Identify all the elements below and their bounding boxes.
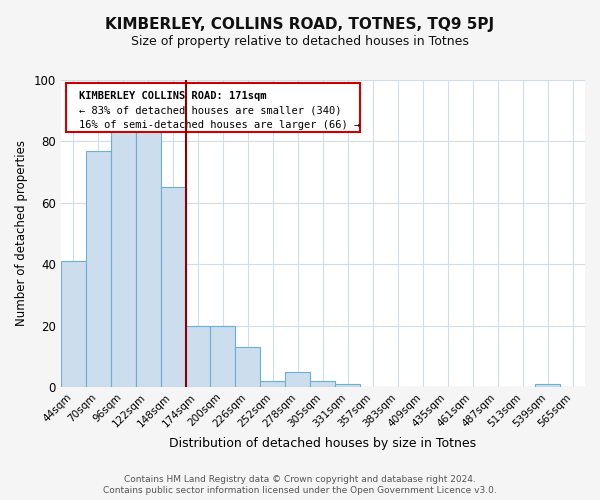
Bar [136, 129, 161, 387]
Bar [61, 261, 86, 387]
Text: ← 83% of detached houses are smaller (340): ← 83% of detached houses are smaller (34… [79, 106, 341, 116]
FancyBboxPatch shape [66, 83, 359, 132]
Bar [161, 188, 185, 387]
Bar [235, 347, 260, 387]
Bar [110, 129, 136, 387]
Bar [286, 372, 310, 387]
Text: KIMBERLEY COLLINS ROAD: 171sqm: KIMBERLEY COLLINS ROAD: 171sqm [79, 90, 266, 101]
Bar [310, 381, 335, 387]
Bar [535, 384, 560, 387]
X-axis label: Distribution of detached houses by size in Totnes: Distribution of detached houses by size … [169, 437, 476, 450]
Text: 16% of semi-detached houses are larger (66) →: 16% of semi-detached houses are larger (… [79, 120, 360, 130]
Bar [86, 150, 110, 387]
Bar [260, 381, 286, 387]
Text: KIMBERLEY, COLLINS ROAD, TOTNES, TQ9 5PJ: KIMBERLEY, COLLINS ROAD, TOTNES, TQ9 5PJ [106, 18, 494, 32]
Y-axis label: Number of detached properties: Number of detached properties [15, 140, 28, 326]
Text: Contains HM Land Registry data © Crown copyright and database right 2024.: Contains HM Land Registry data © Crown c… [124, 475, 476, 484]
Text: Size of property relative to detached houses in Totnes: Size of property relative to detached ho… [131, 35, 469, 48]
Bar [211, 326, 235, 387]
Text: Contains public sector information licensed under the Open Government Licence v3: Contains public sector information licen… [103, 486, 497, 495]
Bar [335, 384, 360, 387]
Bar [185, 326, 211, 387]
